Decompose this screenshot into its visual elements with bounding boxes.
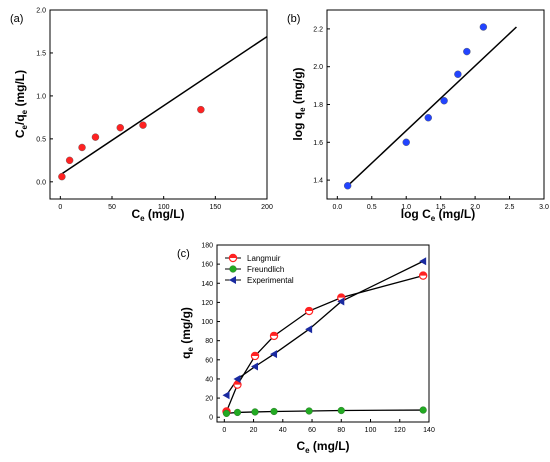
x-tick-label: 150	[209, 204, 221, 211]
x-tick-label: 100	[365, 427, 377, 434]
y-tick-label: 2.0	[36, 8, 46, 15]
data-point	[402, 138, 410, 147]
data-point-experimental	[233, 374, 241, 383]
data-point-langmuir-fill	[419, 272, 427, 276]
legend: Langmuir Freundlich Experimental	[225, 253, 294, 285]
y-tick-label: 100	[201, 319, 213, 326]
y-tick-label: 1.6	[313, 140, 323, 147]
data-point	[440, 97, 448, 105]
x-axis-title: Ce (mg/L)	[296, 439, 349, 455]
data-point-freundlich	[305, 407, 313, 415]
x-tick-label: 80	[337, 427, 345, 434]
data-point-langmuir-fill	[305, 307, 313, 312]
x-tick-label: 0.0	[332, 204, 342, 211]
series-line-langmuir	[225, 274, 424, 412]
data-point	[454, 70, 462, 78]
plot-frame	[216, 244, 430, 423]
x-tick-label: 2.0	[470, 204, 480, 211]
x-tick-label: 0	[58, 204, 62, 211]
data-point	[463, 47, 471, 56]
data-point-freundlich	[233, 408, 242, 417]
x-tick-label: 100	[158, 204, 170, 211]
x-tick-label: 2.5	[505, 204, 515, 211]
panel-c-isotherm-comparison: (c) Ce (mg/L) qe (mg/g) 0 20 40 60 80 100 120 1…	[177, 243, 435, 456]
legend-marker	[229, 276, 236, 284]
data-point-freundlich	[251, 408, 259, 416]
x-tick-label: 0.5	[367, 204, 377, 211]
data-point-freundlich	[270, 407, 278, 416]
fit-line	[347, 26, 517, 187]
y-tick-label: 80	[205, 338, 213, 345]
x-tick-label: 200	[261, 204, 273, 211]
y-tick-label: 40	[205, 376, 213, 383]
data-point	[91, 133, 100, 141]
y-tick-label: 1.8	[313, 102, 323, 109]
fit-line	[60, 36, 268, 175]
legend-label: Langmuir	[247, 254, 281, 263]
y-tick-label: 140	[201, 281, 213, 288]
panel-label: (a)	[10, 13, 23, 25]
data-point-experimental	[222, 391, 230, 400]
panel-label: (b)	[287, 13, 300, 25]
y-tick-label: 1.4	[313, 178, 323, 185]
data-point-langmuir-fill	[270, 332, 278, 336]
data-point	[58, 172, 66, 181]
legend-marker-fill	[229, 254, 237, 258]
plot-frame	[326, 9, 545, 200]
y-tick-label: 180	[201, 243, 213, 250]
y-tick-label: 0.0	[36, 179, 46, 186]
x-tick-label: 1.5	[436, 204, 446, 211]
x-axis-title: Ce (mg/L)	[131, 207, 184, 223]
data-point	[424, 114, 432, 122]
data-point-experimental	[270, 350, 278, 359]
x-tick-label: 40	[279, 427, 287, 434]
data-point	[479, 23, 488, 31]
data-point	[116, 123, 124, 132]
plot-frame	[49, 9, 268, 200]
y-tick-label: 160	[201, 262, 213, 269]
data-point-experimental	[419, 257, 427, 266]
x-tick-label: 50	[108, 204, 116, 211]
data-point-freundlich	[222, 409, 231, 417]
legend-marker	[229, 265, 237, 273]
y-axis-title: log qe (mg/g)	[291, 67, 307, 140]
data-point-experimental	[305, 325, 313, 334]
data-point-langmuir-fill	[251, 352, 259, 356]
x-tick-label: 60	[308, 427, 316, 434]
y-tick-label: 20	[205, 396, 213, 403]
data-point-experimental	[337, 297, 345, 306]
data-point	[78, 143, 86, 152]
x-tick-label: 140	[423, 427, 435, 434]
y-tick-label: 2.0	[313, 64, 323, 71]
data-point-freundlich	[419, 406, 427, 414]
data-point-experimental	[251, 362, 259, 371]
data-point	[65, 156, 74, 165]
data-point	[139, 121, 147, 129]
panel-label: (c)	[177, 248, 190, 260]
x-tick-label: 1.0	[401, 204, 411, 211]
x-axis-title: log Ce (mg/L)	[401, 207, 475, 223]
y-axis-title: Ce/qe (mg/L)	[13, 70, 29, 138]
panel-b-freundlich-linear: (b) log Ce (mg/L) log qe (mg/g) 0.0 0.5 1.…	[287, 9, 549, 223]
y-tick-label: 60	[205, 357, 213, 364]
panel-a-langmuir-linear: (a) Ce (mg/L) Ce/qe (mg/L) 0 50 100 150 200 0…	[10, 8, 273, 224]
y-tick-label: 2.2	[313, 26, 323, 33]
x-tick-label: 0	[222, 427, 226, 434]
legend-label: Experimental	[247, 276, 294, 285]
y-tick-label: 1.5	[36, 50, 46, 57]
y-axis-title: qe (mg/g)	[179, 307, 195, 359]
x-tick-label: 3.0	[539, 204, 549, 211]
y-tick-label: 120	[201, 300, 213, 307]
legend-label: Freundlich	[247, 265, 284, 274]
y-tick-label: 0.5	[36, 136, 46, 143]
data-point-langmuir-fill	[337, 294, 345, 298]
x-tick-label: 20	[250, 427, 258, 434]
data-point-freundlich	[337, 406, 345, 415]
y-tick-label: 0	[209, 415, 213, 422]
data-point	[343, 182, 352, 190]
x-tick-label: 120	[394, 427, 406, 434]
y-tick-label: 1.0	[36, 93, 46, 100]
data-point	[197, 105, 205, 114]
